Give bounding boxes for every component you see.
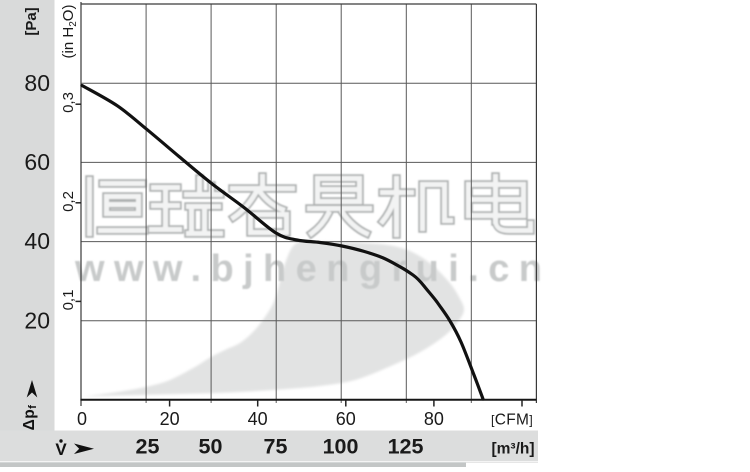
svg-text:0,2: 0,2	[60, 191, 77, 212]
svg-text:125: 125	[388, 435, 424, 459]
svg-text:40: 40	[24, 228, 50, 254]
svg-text:25: 25	[136, 435, 160, 459]
svg-text:[Pa]: [Pa]	[23, 7, 40, 35]
svg-text:50: 50	[199, 435, 223, 459]
svg-text:[m³/h]: [m³/h]	[491, 441, 534, 458]
svg-text:40: 40	[248, 409, 268, 429]
svg-text:100: 100	[323, 435, 359, 459]
svg-text:75: 75	[264, 435, 288, 459]
svg-text:(in H2O): (in H2O)	[60, 5, 79, 59]
svg-text:80: 80	[24, 70, 50, 96]
svg-text:80: 80	[424, 409, 444, 429]
svg-text:0,3: 0,3	[60, 92, 77, 113]
svg-text:Δpf: Δpf	[21, 405, 39, 431]
svg-text:20: 20	[160, 409, 180, 429]
svg-text:0: 0	[77, 409, 87, 429]
svg-text:60: 60	[24, 149, 50, 175]
svg-text:V: V	[55, 440, 67, 459]
svg-text:[CFM]: [CFM]	[491, 412, 533, 429]
svg-text:60: 60	[336, 409, 356, 429]
svg-text:0,1: 0,1	[60, 290, 77, 311]
svg-text:20: 20	[24, 307, 50, 333]
